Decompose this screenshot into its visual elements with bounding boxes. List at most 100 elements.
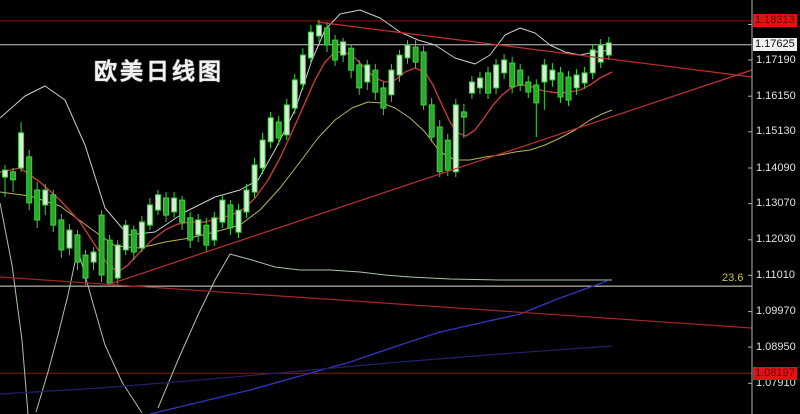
candle — [581, 67, 588, 89]
candle — [227, 200, 234, 235]
candle — [340, 38, 347, 63]
candle — [332, 34, 339, 66]
candle — [50, 190, 57, 233]
candle — [195, 214, 202, 242]
axis-price-label: 1.15130 — [756, 125, 796, 137]
candle — [428, 98, 435, 142]
candle — [58, 214, 65, 258]
axis-price-label: 1.13070 — [756, 197, 796, 209]
candle — [114, 240, 121, 284]
axis-price-label: 1.14090 — [756, 162, 796, 174]
bollinger-lower-left-drop — [0, 202, 29, 414]
candle — [122, 219, 129, 256]
candle — [348, 44, 355, 79]
candle — [171, 192, 178, 218]
candle — [597, 39, 604, 68]
current-price-badge: 1.17625 — [753, 38, 797, 51]
candle — [477, 71, 483, 95]
candle — [259, 132, 266, 174]
candle — [98, 210, 105, 282]
candle — [163, 192, 169, 222]
candle — [26, 149, 33, 211]
candle — [106, 234, 113, 286]
candle — [573, 69, 580, 95]
candle — [146, 198, 153, 230]
fibonacci-236-label: 23.6 — [722, 272, 744, 284]
candle — [557, 67, 564, 103]
candle — [605, 37, 612, 60]
candle — [307, 25, 314, 64]
candle — [66, 224, 73, 256]
alert-price-badge: 1.18313 — [753, 14, 797, 27]
axis-price-label: 1.11010 — [756, 269, 795, 281]
candle — [155, 190, 161, 216]
candle — [468, 76, 475, 99]
axis-price-label: 1.07910 — [756, 377, 796, 389]
candle — [34, 182, 41, 228]
candle — [501, 54, 508, 80]
candle — [509, 56, 516, 94]
candle — [396, 49, 403, 82]
candle — [291, 73, 298, 114]
candle — [138, 216, 145, 252]
candle — [130, 225, 137, 260]
long-descending-trendline[interactable] — [0, 276, 753, 329]
candle — [267, 111, 274, 149]
axis-price-label: 1.16150 — [756, 90, 796, 102]
candle — [74, 230, 81, 271]
candle — [549, 63, 556, 87]
candle — [436, 119, 443, 178]
candle — [380, 82, 387, 116]
candle — [283, 99, 290, 141]
candle — [565, 71, 572, 106]
ascending-wedge-trendline[interactable] — [109, 69, 753, 285]
candle — [404, 40, 411, 64]
candle — [324, 22, 330, 52]
candle — [589, 44, 596, 80]
axis-price-label: 1.09970 — [756, 305, 796, 317]
candle — [179, 195, 186, 230]
candle — [412, 40, 419, 68]
candle — [388, 63, 395, 102]
candle — [493, 59, 500, 95]
candle — [460, 103, 467, 138]
candle — [372, 63, 379, 101]
candle — [364, 60, 371, 90]
candle — [10, 168, 17, 193]
candle — [299, 48, 306, 90]
descending-wedge-trendline[interactable] — [316, 21, 753, 78]
candle — [316, 19, 322, 42]
candle — [42, 184, 49, 216]
candle — [251, 157, 258, 198]
candle — [18, 122, 25, 172]
candle — [485, 67, 491, 99]
alert-price-badge: 1.08197 — [753, 367, 797, 380]
candle — [444, 133, 451, 176]
candle — [82, 249, 89, 286]
candle — [235, 203, 242, 238]
candle — [243, 184, 250, 218]
candle — [275, 116, 282, 145]
bollinger-mid-band-yellow — [0, 101, 613, 249]
candle — [187, 211, 194, 249]
candle — [525, 76, 532, 98]
candle — [90, 247, 97, 271]
slow-ma-blue-deep — [0, 345, 613, 395]
bollinger-upper-band — [0, 9, 613, 236]
candle — [356, 60, 363, 95]
candle — [2, 164, 8, 197]
slow-ma-blue-fast — [149, 280, 608, 414]
candle — [452, 99, 459, 178]
candle — [211, 211, 218, 247]
candle — [420, 46, 427, 110]
candle — [517, 63, 524, 91]
axis-price-label: 1.17190 — [756, 54, 796, 66]
bollinger-lower-band-right — [157, 253, 612, 409]
candle — [533, 79, 540, 137]
chart-title: 欧美日线图 — [94, 59, 224, 84]
axis-price-label: 1.08950 — [756, 341, 796, 353]
axis-price-label: 1.12030 — [756, 233, 796, 245]
candle — [541, 59, 548, 110]
